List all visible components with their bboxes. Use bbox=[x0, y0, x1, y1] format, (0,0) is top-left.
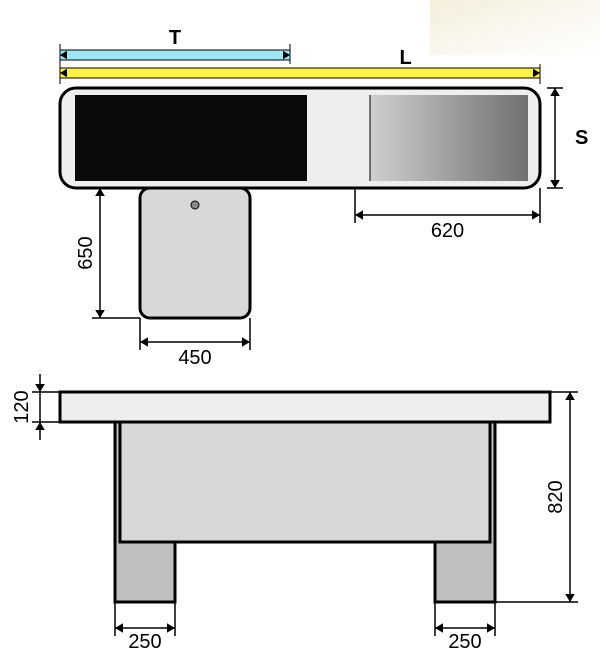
corner-highlight bbox=[430, 0, 600, 55]
t-bar bbox=[60, 50, 290, 60]
technical-drawing: T L S 620 650 450 120 820 250 250 bbox=[0, 0, 600, 651]
dim-120: 120 bbox=[11, 390, 33, 423]
apron bbox=[120, 422, 490, 542]
dim-650: 650 bbox=[75, 236, 97, 269]
top-slab bbox=[60, 392, 550, 422]
silver-panel bbox=[370, 95, 528, 181]
dim-620: 620 bbox=[431, 220, 464, 242]
dim-820: 820 bbox=[545, 480, 567, 513]
dim-250-right: 250 bbox=[448, 631, 481, 651]
dim-250-left: 250 bbox=[128, 631, 161, 651]
label-L: L bbox=[399, 47, 411, 69]
black-panel bbox=[75, 95, 307, 181]
dim-450: 450 bbox=[178, 347, 211, 369]
bolt-icon bbox=[191, 201, 199, 209]
l-bar bbox=[60, 68, 540, 78]
label-T: T bbox=[169, 27, 181, 49]
label-S: S bbox=[575, 127, 588, 149]
